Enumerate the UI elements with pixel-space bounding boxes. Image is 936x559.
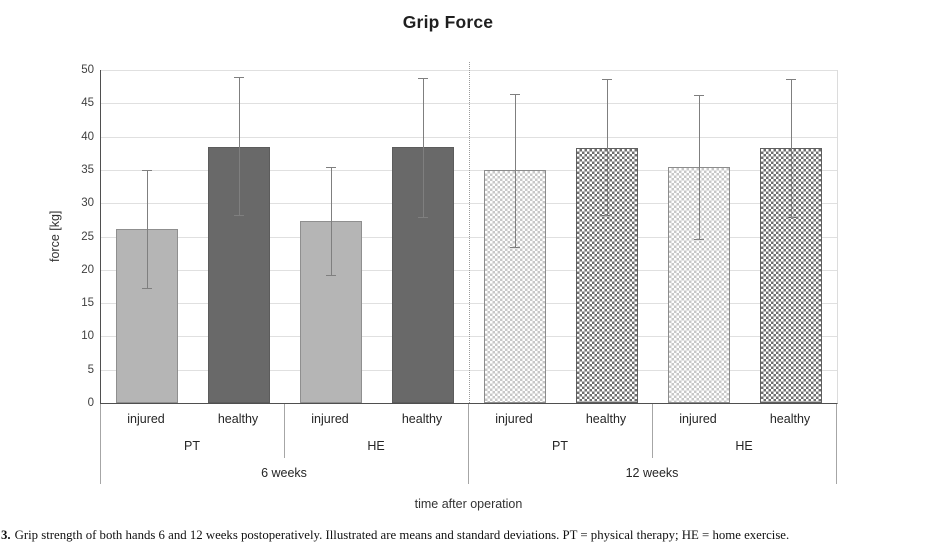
category-separator	[100, 404, 101, 484]
category-separator	[836, 404, 837, 484]
therapy-label: HE	[367, 439, 385, 453]
figure-caption: 3. Grip strength of both hands 6 and 12 w…	[1, 528, 935, 543]
hand-label: injured	[495, 412, 533, 426]
caption-number: 3.	[1, 528, 11, 542]
error-bar-line	[606, 78, 608, 216]
error-bar-cap	[326, 275, 336, 277]
error-bar-line	[422, 77, 424, 218]
error-bar-cap	[786, 79, 796, 81]
hand-label: healthy	[401, 412, 443, 426]
error-bar-line	[146, 169, 148, 288]
y-tick-label: 5	[87, 363, 94, 376]
error-bar-cap	[234, 77, 244, 79]
week-label: 6 weeks	[261, 466, 307, 480]
hand-label: injured	[679, 412, 717, 426]
category-separator	[284, 404, 285, 458]
y-tick-label: 30	[81, 197, 94, 210]
error-bar-cap	[510, 93, 520, 95]
error-bar-line	[238, 77, 240, 216]
error-bar-cap	[786, 216, 796, 218]
hand-label: injured	[311, 412, 349, 426]
error-bar-cap	[694, 239, 704, 241]
error-bar-cap	[510, 247, 520, 249]
y-tick-label: 25	[81, 230, 94, 243]
x-axis-title: time after operation	[414, 497, 523, 511]
y-tick-label: 40	[81, 130, 94, 143]
y-tick-label: 15	[81, 297, 94, 310]
y-tick-label: 20	[81, 263, 94, 276]
error-bar-line	[514, 93, 516, 248]
therapy-label: PT	[552, 439, 568, 453]
error-bar-cap	[694, 95, 704, 97]
hand-label: healthy	[585, 412, 627, 426]
caption-text: Grip strength of both hands 6 and 12 wee…	[14, 528, 790, 542]
y-tick-label: 45	[81, 97, 94, 110]
error-bar-cap	[418, 77, 428, 79]
x-axis-area: injured healthy injured healthy injured healt…	[100, 404, 837, 489]
category-separator	[468, 404, 469, 484]
plot-area	[100, 62, 838, 404]
hand-label: healthy	[217, 412, 259, 426]
error-bar-cap	[602, 78, 612, 80]
therapy-label: HE	[735, 439, 753, 453]
category-separator	[652, 404, 653, 458]
chart-title: Grip Force	[402, 12, 494, 32]
y-tick-label: 10	[81, 330, 94, 343]
error-bar-line	[790, 79, 792, 217]
error-bar-line	[698, 95, 700, 240]
error-bar-cap	[326, 166, 336, 168]
y-axis-labels: 0 5 10 15 20 25 30 35 40 45 50	[58, 0, 94, 420]
error-bar-cap	[142, 169, 152, 171]
hand-label: injured	[127, 412, 165, 426]
error-bar-line	[330, 166, 332, 276]
therapy-label: PT	[184, 439, 200, 453]
y-tick-label: 50	[81, 64, 94, 76]
error-bar-cap	[142, 287, 152, 289]
week-divider-line	[469, 62, 470, 403]
error-bar-cap	[602, 215, 612, 217]
hand-label: healthy	[769, 412, 811, 426]
error-bar-cap	[418, 217, 428, 219]
error-bar-cap	[234, 215, 244, 217]
y-tick-label: 0	[87, 397, 94, 409]
y-tick-label: 35	[81, 163, 94, 176]
week-label: 12 weeks	[625, 466, 679, 480]
